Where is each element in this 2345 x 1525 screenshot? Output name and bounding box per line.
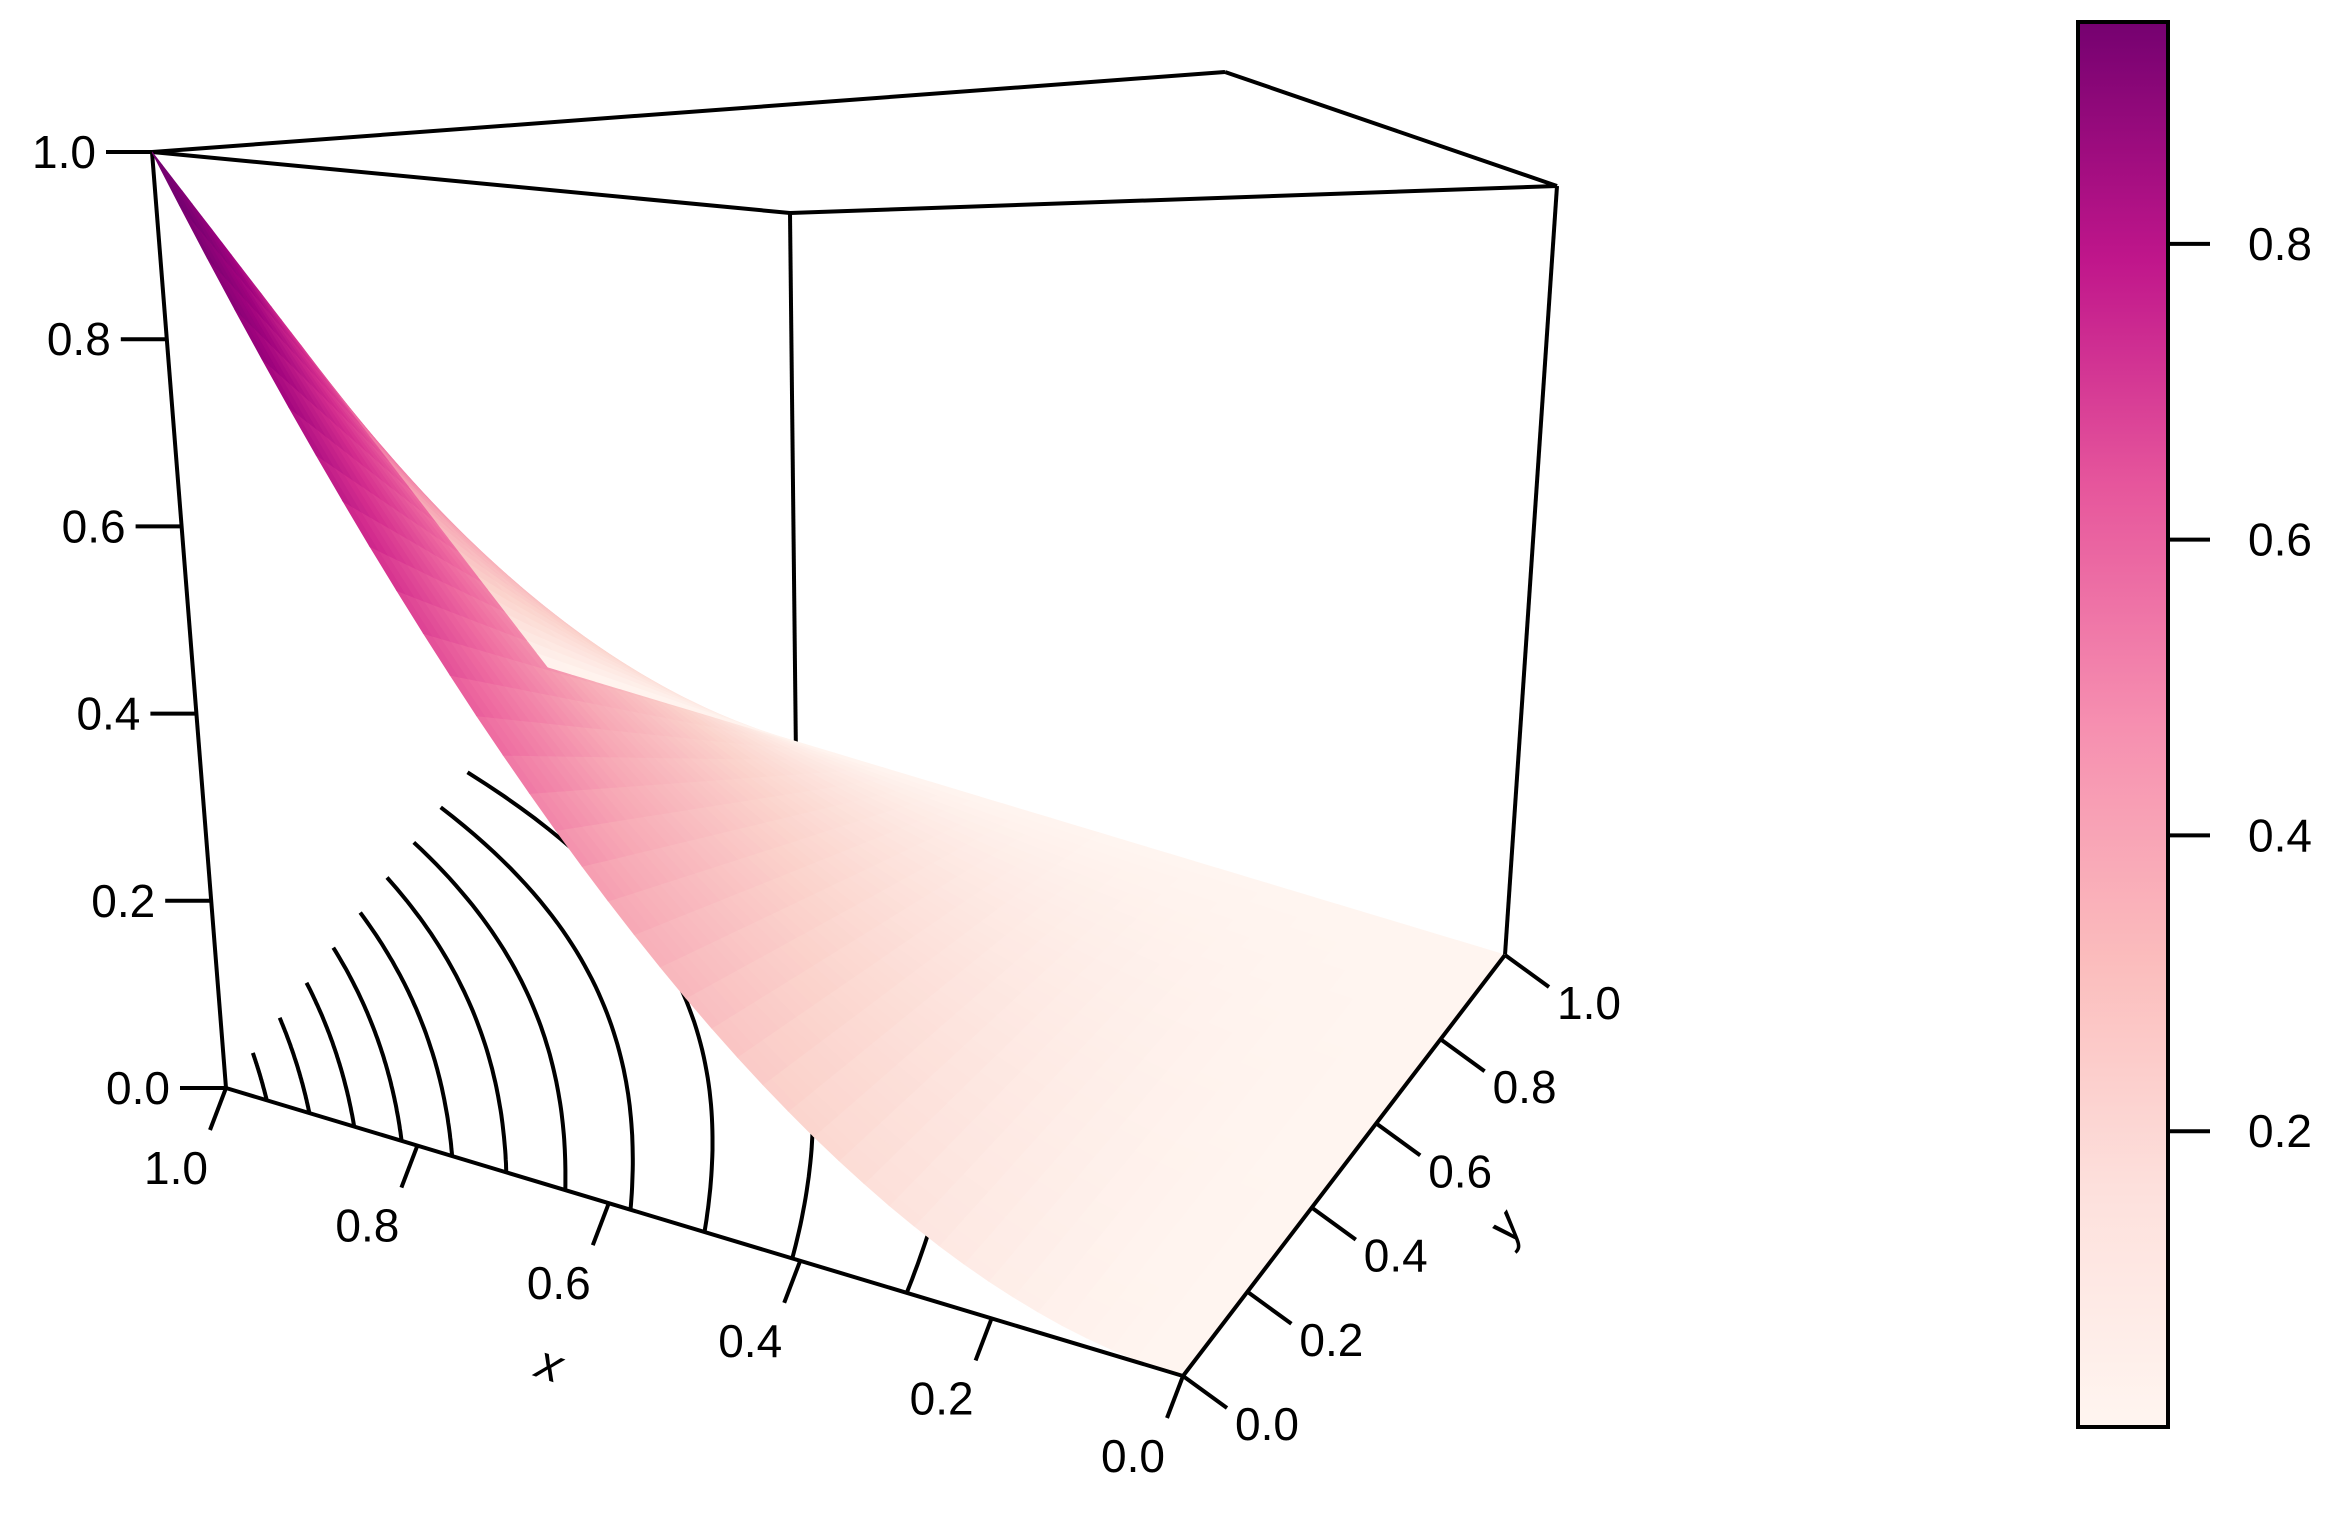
y-tick [1310, 1205, 1357, 1242]
y-tick-label: 0.2 [1299, 1314, 1363, 1366]
x-tick [399, 1144, 420, 1189]
z-tick-label: 0.8 [47, 313, 111, 365]
y-tick-label: 0.6 [1428, 1145, 1492, 1197]
surface-facet [536, 653, 574, 676]
z-tick-label: 0.2 [91, 875, 155, 927]
box-base-edges [225, 953, 1507, 1378]
box-edge-vertical-left [150, 151, 228, 1089]
y-tick-label: 1.0 [1557, 977, 1621, 1029]
y-tick [1375, 1121, 1422, 1158]
z-tick-label: 1.0 [32, 126, 96, 178]
x-tick-label: 1.0 [144, 1142, 208, 1194]
colorbar-ticks: 0.2 0.4 0.6 0.8 [2168, 218, 2312, 1157]
x-axis: 1.0 0.8 0.6 0.4 0.2 0.0 [144, 1087, 1185, 1482]
x-tick [782, 1260, 803, 1304]
contour-line [358, 911, 455, 1157]
y-tick-label: 0.4 [1364, 1230, 1428, 1282]
contour-line [250, 1052, 269, 1101]
x-tick-label: 0.2 [910, 1372, 974, 1424]
box-edge-top-front-right [789, 184, 1558, 215]
z-axis: 0.0 0.2 0.4 0.6 0.8 1.0 [32, 126, 226, 1114]
contour-line [412, 840, 568, 1191]
contour-line [439, 805, 635, 1210]
colorbar-tick-label: 0.4 [2248, 809, 2312, 861]
y-tick [1246, 1290, 1293, 1326]
box-back-edges [150, 70, 1559, 1089]
x-tick [973, 1317, 994, 1362]
colorbar-tick-label: 0.6 [2248, 514, 2312, 566]
x-tick-label: 0.6 [527, 1257, 591, 1309]
x-tick [590, 1202, 611, 1246]
y-axis: 0.00.20.40.60.81.0 [1181, 953, 1621, 1450]
base-edge-x-axis [225, 1086, 1184, 1378]
base-edge-y-axis [1181, 953, 1507, 1378]
x-tick [1165, 1375, 1185, 1419]
y-tick-label: 0.0 [1235, 1398, 1299, 1450]
contour-line [385, 876, 509, 1173]
y-tick [1181, 1374, 1229, 1410]
x-tick-label: 0.4 [718, 1315, 782, 1367]
contour-line [331, 946, 404, 1142]
z-tick-label: 0.4 [76, 688, 140, 740]
x-tick-label: 0.8 [335, 1200, 399, 1252]
z-tick-label: 0.6 [62, 500, 126, 552]
colorbar-gradient [2076, 20, 2170, 1429]
y-axis-title: y [1476, 1198, 1536, 1254]
box-edge-top-back [151, 70, 1226, 154]
box-edge-vertical-right [1503, 185, 1559, 956]
colorbar: 0.2 0.4 0.6 0.8 [2076, 20, 2312, 1429]
surface-mesh [151, 151, 1506, 1377]
colorbar-tick-label: 0.8 [2248, 218, 2312, 270]
x-tick [208, 1087, 228, 1131]
colorbar-tick-label: 0.2 [2248, 1105, 2312, 1157]
z-tick-label: 0.0 [106, 1062, 170, 1114]
y-tick [1439, 1037, 1486, 1073]
y-tick [1503, 953, 1551, 989]
box-edge-top-right [1224, 70, 1558, 188]
y-tick-label: 0.8 [1493, 1061, 1557, 1113]
x-tick-label: 0.0 [1101, 1430, 1165, 1482]
contour-line [304, 981, 357, 1127]
x-axis-title: x [528, 1335, 571, 1394]
box-edge-top-front [151, 150, 791, 215]
contour-line [277, 1017, 312, 1114]
